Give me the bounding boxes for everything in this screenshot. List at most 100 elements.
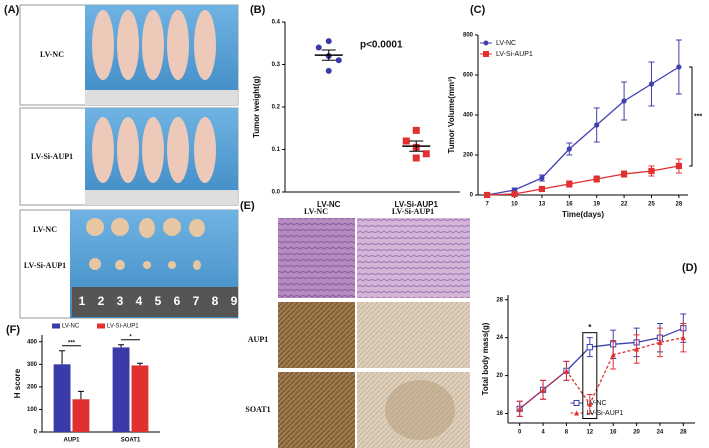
y-tick-label: 20 <box>496 373 503 379</box>
panel-label: (E) <box>240 200 255 212</box>
photo-e <box>278 218 470 448</box>
ruler-number: 9 <box>231 294 238 308</box>
x-tick-label: LV-Si-AUP1 <box>395 200 439 209</box>
marker <box>675 162 682 170</box>
marker <box>633 346 640 352</box>
marker <box>484 191 491 199</box>
y-tick-label: 0.4 <box>272 20 281 26</box>
legend-swatch <box>52 323 60 329</box>
series-line <box>487 66 680 196</box>
series-line <box>519 337 684 410</box>
x-tick-label: 16 <box>566 202 573 208</box>
group-label: LV-NC <box>40 50 64 59</box>
y-tick-label: 28 <box>496 297 503 303</box>
legend-label: LV-Si-AUP1 <box>496 51 533 58</box>
y-tick-label: 0 <box>34 430 38 436</box>
marker <box>620 170 628 178</box>
annotation: * <box>129 334 132 340</box>
marker <box>657 339 663 346</box>
marker <box>566 146 572 152</box>
x-axis-label: Time(days) <box>562 210 604 219</box>
y-tick-label: 100 <box>27 407 38 413</box>
y-tick-label: 400 <box>27 339 38 345</box>
marker <box>540 387 546 393</box>
y-axis-label: H score <box>13 368 22 398</box>
y-axis-label: Tumor weight(g) <box>252 76 261 138</box>
annotation: * <box>588 323 592 332</box>
legend-label: LV-Si-AUP1 <box>587 410 624 417</box>
x-tick-label: 10 <box>511 202 518 208</box>
series-line <box>487 165 679 196</box>
marker <box>648 167 655 175</box>
y-axis-label: Total body mass(g) <box>481 322 490 395</box>
row-label: SOAT1 <box>245 405 270 414</box>
y-tick-label: 0.2 <box>272 105 281 111</box>
marker <box>325 38 332 45</box>
marker <box>539 175 545 181</box>
marker <box>593 175 600 183</box>
ruler-number: 2 <box>98 294 105 308</box>
bar <box>53 364 71 432</box>
x-tick-label: 19 <box>593 202 600 208</box>
ruler-number: 6 <box>174 294 181 308</box>
marker <box>594 122 600 128</box>
marker <box>412 154 420 162</box>
group-label: LV-Si-AUP1 <box>24 261 66 270</box>
marker <box>574 410 579 416</box>
legend-label: LV-Si-AUP1 <box>107 324 139 330</box>
panel-label: (D) <box>682 262 698 274</box>
y-tick-label: 200 <box>463 153 474 159</box>
x-tick-label: 20 <box>633 430 640 436</box>
ruler-number: 3 <box>117 294 124 308</box>
x-tick-label: SOAT1 <box>121 438 141 444</box>
highlight-box <box>582 332 598 420</box>
panel-label: (B) <box>250 4 266 16</box>
panel-label: (A) <box>4 4 20 16</box>
x-tick-label: 13 <box>539 202 546 208</box>
bracket <box>689 66 693 167</box>
legend-label: LV-NC <box>62 324 80 330</box>
x-tick-label: 28 <box>680 430 687 436</box>
x-tick-label: LV-NC <box>317 200 341 209</box>
bar <box>112 347 130 432</box>
error-bar <box>136 362 143 366</box>
marker <box>566 180 573 188</box>
x-tick-label: 0 <box>518 430 522 436</box>
x-tick-label: 28 <box>676 202 683 208</box>
x-tick-label: 12 <box>586 430 593 436</box>
ruler-number: 1 <box>79 294 86 308</box>
legend-label: LV-NC <box>496 40 516 47</box>
y-axis-label: Tumor Volume(mm³) <box>447 76 456 153</box>
ruler-number: 5 <box>155 294 162 308</box>
x-tick-label: 16 <box>610 430 617 436</box>
marker <box>325 67 332 74</box>
y-tick-label: 0.0 <box>272 190 281 196</box>
group-label: LV-Si-AUP1 <box>31 152 73 161</box>
y-tick-label: 0.1 <box>272 147 281 153</box>
x-tick-label: 8 <box>565 430 569 436</box>
marker <box>315 44 322 51</box>
ruler-number: 4 <box>136 294 143 308</box>
marker <box>422 150 430 158</box>
ruler-number: 7 <box>193 294 200 308</box>
bar <box>131 365 149 432</box>
marker <box>680 335 686 341</box>
marker <box>511 190 518 198</box>
y-tick-label: 600 <box>463 73 474 79</box>
x-tick-label: 22 <box>621 202 628 208</box>
marker <box>610 352 616 358</box>
x-tick-label: 24 <box>657 430 664 436</box>
y-tick-label: 0 <box>470 193 474 199</box>
error-bar <box>409 140 424 152</box>
marker <box>402 137 410 145</box>
x-tick-label: 7 <box>485 202 489 208</box>
row-label: AUP1 <box>248 335 268 344</box>
error-bar <box>77 390 84 400</box>
marker <box>676 64 682 70</box>
photo-a <box>19 4 239 319</box>
x-tick-label: AUP1 <box>63 438 80 444</box>
marker <box>335 57 342 64</box>
y-tick-label: 24 <box>496 335 503 341</box>
marker <box>538 185 546 193</box>
